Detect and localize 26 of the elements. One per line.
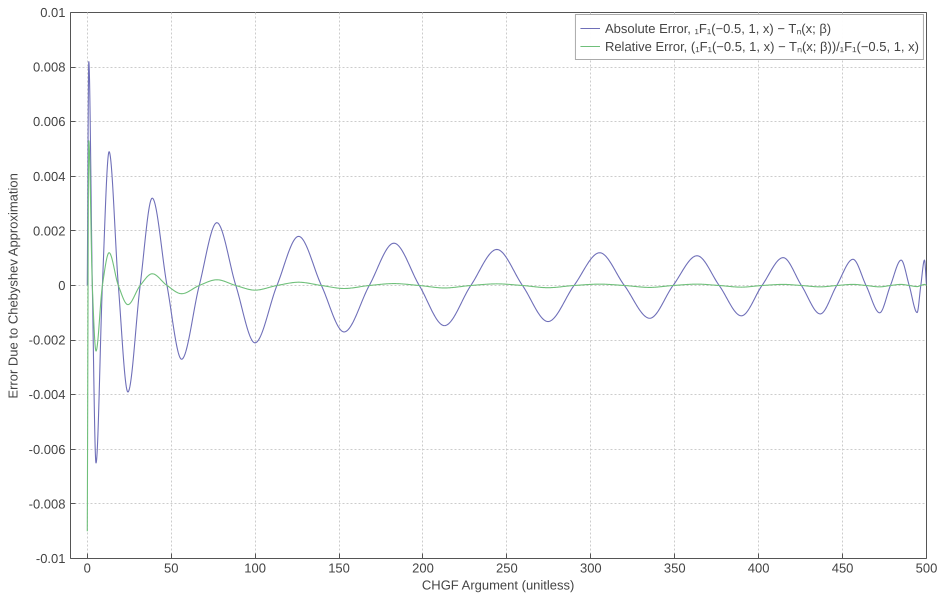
x-tick-label: 200 [412,560,434,576]
x-tick-label: 350 [664,560,686,576]
y-tick-label: -0.004 [28,387,66,402]
x-tick-label: 500 [916,560,938,576]
x-axis-title: CHGF Argument (unitless) [422,578,574,592]
y-tick-label: 0.006 [32,114,66,130]
x-tick-label: 250 [496,560,518,576]
y-tick-label: 0.008 [32,60,66,75]
legend-label: Relative Error, (₁F₁(−0.5, 1, x) − Tₙ(x; β))/₁F₁(−0.5, 1, x) [604,38,919,55]
y-tick-label: -0.01 [36,551,66,566]
y-axis-title: Error Due to Chebyshev Approximation [6,173,21,399]
y-tick-label: -0.006 [28,442,66,457]
y-tick-label: -0.008 [28,496,66,512]
y-tick-label: 0.004 [32,168,66,184]
x-tick-label: 400 [748,560,770,576]
x-tick-label: 50 [164,560,178,576]
x-tick-label: 450 [832,560,854,576]
y-tick-label: 0.01 [40,5,66,20]
x-tick-label: 300 [580,560,602,576]
legend-label: Absolute Error, ₁F₁(−0.5, 1, x) − Tₙ(x; β) [604,20,832,37]
y-tick-label: -0.002 [28,332,66,348]
x-tick-label: 0 [84,560,91,576]
x-tick-label: 100 [244,560,266,576]
y-tick-label: 0 [58,278,66,293]
x-tick-label: 150 [328,560,350,576]
y-tick-label: 0.002 [32,223,66,238]
